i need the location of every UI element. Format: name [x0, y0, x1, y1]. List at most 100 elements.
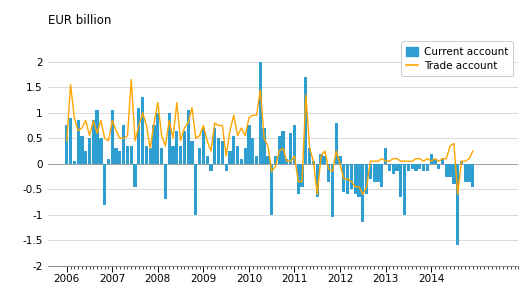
Bar: [156, 113, 159, 164]
Bar: [297, 164, 300, 194]
Bar: [255, 156, 258, 164]
Bar: [259, 62, 262, 164]
Bar: [380, 164, 384, 187]
Bar: [69, 118, 72, 164]
Bar: [164, 164, 167, 199]
Bar: [80, 136, 84, 164]
Bar: [145, 146, 148, 164]
Bar: [99, 138, 103, 164]
Bar: [84, 151, 87, 164]
Bar: [77, 120, 80, 164]
Bar: [452, 164, 455, 184]
Bar: [391, 164, 395, 174]
Bar: [316, 164, 319, 197]
Bar: [160, 149, 163, 164]
Bar: [430, 153, 433, 164]
Bar: [232, 136, 235, 164]
Bar: [149, 149, 152, 164]
Bar: [468, 164, 471, 182]
Bar: [395, 164, 398, 172]
Bar: [221, 141, 224, 164]
Bar: [384, 149, 387, 164]
Bar: [190, 141, 194, 164]
Bar: [278, 136, 281, 164]
Bar: [262, 128, 266, 164]
Bar: [281, 130, 285, 164]
Bar: [358, 164, 361, 197]
Bar: [471, 164, 475, 187]
Bar: [107, 159, 110, 164]
Bar: [346, 164, 349, 194]
Bar: [168, 113, 171, 164]
Bar: [445, 164, 448, 176]
Bar: [372, 164, 376, 182]
Bar: [202, 128, 205, 164]
Bar: [418, 164, 421, 169]
Bar: [407, 164, 410, 172]
Bar: [187, 110, 190, 164]
Bar: [141, 98, 144, 164]
Bar: [65, 126, 68, 164]
Bar: [342, 164, 345, 192]
Bar: [240, 159, 243, 164]
Bar: [266, 156, 269, 164]
Bar: [441, 159, 444, 164]
Bar: [122, 126, 125, 164]
Bar: [194, 164, 197, 215]
Bar: [456, 164, 459, 245]
Bar: [331, 164, 334, 217]
Bar: [209, 164, 213, 172]
Bar: [339, 156, 342, 164]
Bar: [213, 128, 216, 164]
Bar: [463, 164, 467, 182]
Bar: [243, 149, 247, 164]
Bar: [388, 164, 391, 172]
Bar: [114, 149, 117, 164]
Bar: [376, 164, 380, 182]
Bar: [293, 126, 296, 164]
Bar: [248, 126, 251, 164]
Bar: [175, 130, 178, 164]
Bar: [353, 164, 357, 194]
Bar: [133, 164, 136, 187]
Bar: [426, 164, 429, 172]
Bar: [126, 146, 129, 164]
Bar: [449, 164, 452, 176]
Bar: [137, 108, 141, 164]
Bar: [289, 133, 293, 164]
Bar: [198, 149, 201, 164]
Bar: [152, 126, 156, 164]
Bar: [72, 161, 76, 164]
Bar: [88, 138, 91, 164]
Bar: [92, 120, 95, 164]
Bar: [236, 146, 239, 164]
Bar: [437, 164, 440, 169]
Bar: [285, 159, 288, 164]
Bar: [403, 164, 406, 215]
Bar: [361, 164, 364, 222]
Bar: [304, 77, 307, 164]
Bar: [183, 130, 186, 164]
Bar: [320, 153, 323, 164]
Bar: [369, 164, 372, 179]
Bar: [224, 164, 228, 172]
Bar: [399, 164, 403, 197]
Bar: [130, 146, 133, 164]
Bar: [206, 156, 209, 164]
Bar: [103, 164, 106, 204]
Bar: [433, 159, 436, 164]
Text: EUR billion: EUR billion: [48, 14, 111, 27]
Bar: [96, 110, 99, 164]
Bar: [171, 146, 175, 164]
Bar: [217, 138, 220, 164]
Bar: [251, 138, 254, 164]
Bar: [229, 151, 232, 164]
Bar: [308, 149, 311, 164]
Bar: [365, 164, 368, 194]
Bar: [460, 161, 463, 164]
Bar: [422, 164, 425, 172]
Bar: [335, 123, 338, 164]
Bar: [111, 110, 114, 164]
Legend: Current account, Trade account: Current account, Trade account: [400, 41, 513, 76]
Bar: [312, 161, 315, 164]
